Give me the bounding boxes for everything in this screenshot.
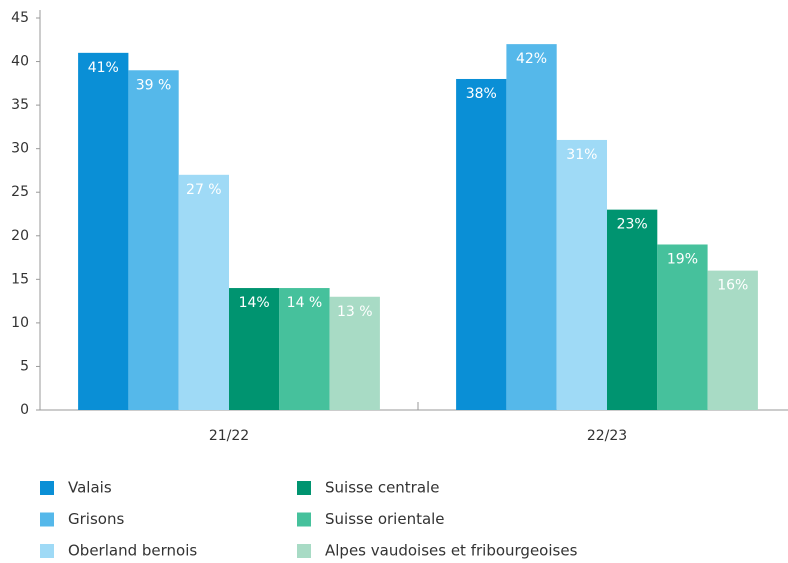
- bar: [556, 139, 607, 410]
- y-tick-label: 40: [11, 54, 29, 70]
- legend-swatch: [297, 512, 311, 527]
- value-label: 23%: [617, 217, 648, 233]
- y-tick-label: 0: [20, 402, 29, 418]
- y-tick-label: 30: [11, 141, 29, 157]
- bar: [657, 244, 708, 410]
- y-tick-label: 20: [11, 228, 29, 244]
- y-tick-label: 15: [11, 271, 29, 287]
- bar: [279, 288, 330, 410]
- value-label: 38%: [466, 86, 497, 102]
- legend-label: Alpes vaudoises et fribourgeoises: [325, 542, 578, 560]
- y-tick-label: 25: [11, 184, 29, 200]
- value-label: 31%: [566, 147, 597, 163]
- value-label: 16%: [717, 278, 748, 294]
- bar: [128, 70, 179, 411]
- legend-label: Grisons: [68, 510, 124, 528]
- value-label: 27 %: [186, 182, 222, 198]
- y-tick-label: 5: [20, 358, 29, 374]
- legend-swatch: [297, 481, 311, 495]
- legend-swatch: [40, 544, 54, 558]
- legend-swatch: [297, 544, 311, 558]
- bar: [707, 270, 758, 410]
- value-label: 39 %: [136, 77, 172, 93]
- legend-label: Suisse orientale: [325, 510, 445, 528]
- bar: [229, 288, 280, 410]
- y-tick-label: 10: [11, 315, 29, 331]
- bar: [329, 296, 380, 410]
- y-tick-label: 45: [11, 10, 29, 26]
- legend-swatch: [40, 512, 54, 527]
- bar: [456, 78, 507, 410]
- bar: [506, 44, 557, 411]
- x-tick-label: 22/23: [587, 428, 627, 444]
- bar: [607, 209, 658, 410]
- value-label: 14 %: [287, 295, 323, 311]
- legend-label: Valais: [68, 479, 112, 497]
- bar: [178, 174, 229, 410]
- bar: [78, 52, 129, 410]
- x-tick-label: 21/22: [209, 428, 249, 444]
- value-label: 13 %: [337, 304, 373, 320]
- y-tick-label: 35: [11, 97, 29, 113]
- legend-label: Suisse centrale: [325, 479, 439, 497]
- legend-swatch: [40, 481, 54, 495]
- value-label: 41%: [88, 60, 119, 76]
- value-label: 42%: [516, 51, 547, 67]
- value-label: 19%: [667, 251, 698, 267]
- value-label: 14%: [239, 295, 270, 311]
- legend-label: Oberland bernois: [68, 542, 197, 560]
